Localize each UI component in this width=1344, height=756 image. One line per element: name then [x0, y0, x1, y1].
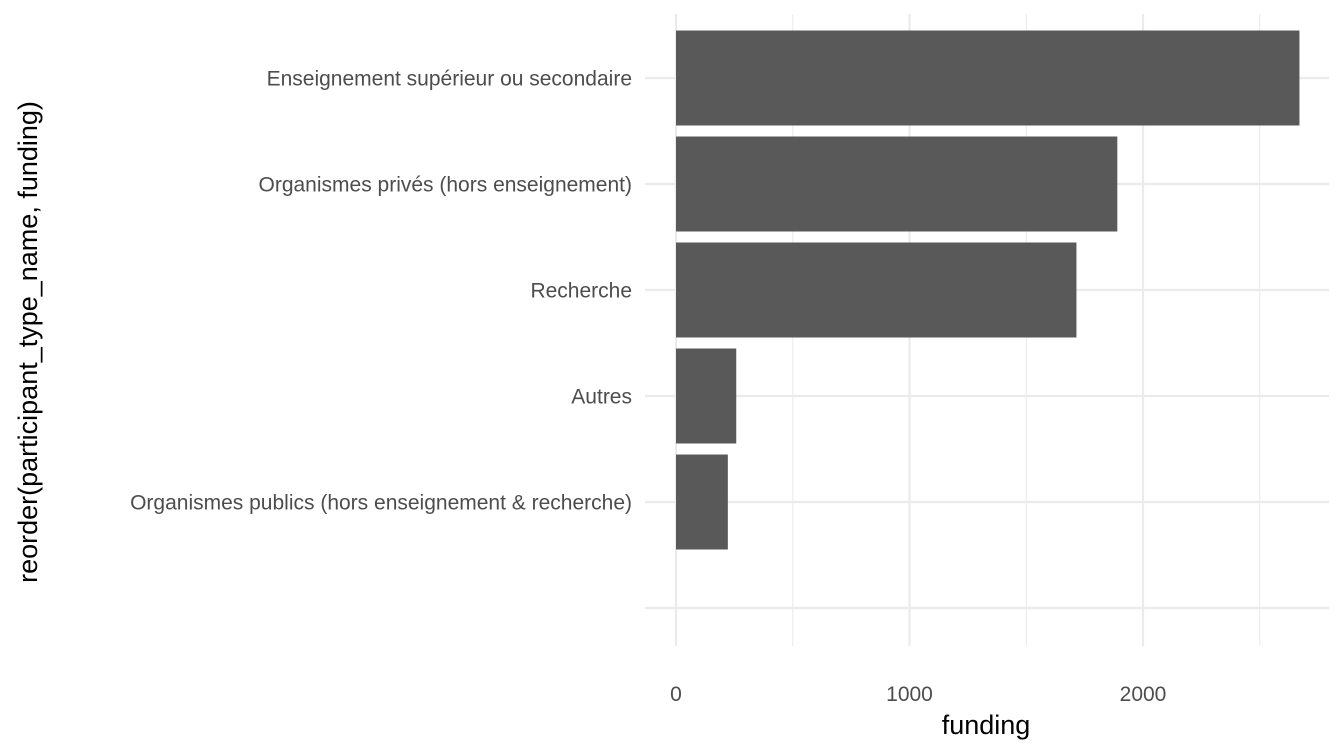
y-tick-label: Enseignement supérieur ou secondaire — [267, 68, 632, 91]
bar — [676, 136, 1118, 232]
y-tick-label: Autres — [571, 386, 632, 409]
x-tick-label: 2000 — [1120, 683, 1167, 706]
y-tick-label: Organismes publics (hors enseignement & … — [130, 492, 632, 515]
y-tick-label: Recherche — [530, 280, 632, 303]
bar — [676, 30, 1300, 126]
bars — [676, 30, 1300, 550]
bar — [676, 454, 728, 550]
x-axis-title: funding — [942, 710, 1031, 740]
x-tick-labels: 0 1000 2000 — [670, 683, 1166, 706]
y-tick-label: Organismes privés (hors enseignement) — [259, 174, 633, 197]
x-tick-label: 1000 — [886, 683, 933, 706]
bar — [676, 348, 737, 444]
y-tick-labels: Enseignement supérieur ou secondaire Orga… — [130, 68, 632, 515]
y-axis-title: reorder(participant_type_name, funding) — [13, 101, 43, 583]
x-tick-label: 0 — [670, 683, 682, 706]
bar — [676, 242, 1077, 338]
